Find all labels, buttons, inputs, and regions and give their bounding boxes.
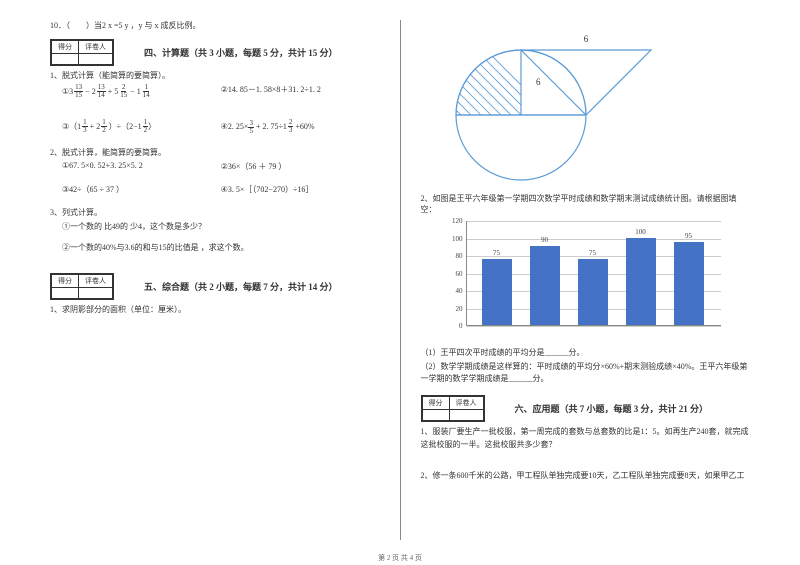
s4-q3: 3、列式计算。: [50, 207, 380, 218]
svg-text:6: 6: [583, 34, 588, 44]
s4-q3-b: ②一个数的40%与3.6的和与15的比值是 ，求这个数。: [62, 242, 380, 253]
s4-q2-d: ④3. 5×［（702−270）÷16］: [221, 184, 380, 195]
s4-q1-a: ①31315 − 21314 + 5215 − 1114: [62, 84, 221, 99]
s6-q1: 1、服装厂要生产一批校服，第一周完成的套数与总套数的比是1：5。如再生产240套…: [421, 426, 751, 452]
s5-q2-a: （1）王平四次平时成绩的平均分是______分。: [421, 347, 751, 358]
geometry-diagram: 6 6: [421, 20, 751, 185]
s4-q1-d: ④2. 25×35 + 2. 75÷123 +60%: [221, 119, 380, 135]
score-box: 得分评卷人: [50, 39, 114, 66]
s4-q1-c: ③（113 + 212 ）÷（2−112）: [62, 119, 221, 135]
svg-text:6: 6: [536, 77, 541, 87]
section-5-title: 五、综合题（共 2 小题，每题 7 分，共计 14 分）: [144, 280, 338, 293]
s5-q1: 1、求阴影部分的面积（单位：厘米）。: [50, 304, 380, 315]
s4-q2: 2、脱式计算，能简算的要简算。: [50, 147, 380, 158]
section-6-title: 六、应用题（共 7 小题，每题 3 分，共计 21 分）: [515, 402, 709, 415]
bar: 100: [626, 238, 656, 326]
s4-q2-c: ③42÷（65 ÷ 37 ）: [62, 184, 221, 195]
s4-q1: 1、脱式计算（能简算的要简算）。: [50, 70, 380, 81]
s4-q3-a: ①一个数的 比49的 少4，这个数是多少？: [62, 221, 380, 232]
score-label: 得分: [52, 41, 79, 54]
s5-q2: 2、如图是王平六年级第一学期四次数学平时成绩和数学期末测试成绩统计图。请根据图填…: [421, 193, 751, 215]
s4-q1-b: ②14. 85－1. 58×8＋31. 2÷1. 2: [221, 84, 380, 99]
bar: 95: [674, 242, 704, 325]
s6-q2: 2、修一条600千米的公路，甲工程队单独完成要10天，乙工程队单独完成要8天，如…: [421, 470, 751, 483]
bar: 75: [482, 259, 512, 325]
score-box-5: 得分评卷人: [50, 273, 114, 300]
s5-q2-b: （2）数学学期成绩是这样算的：平时成绩的平均分×60%+期末测验成绩×40%。王…: [421, 361, 751, 385]
question-10: 10．（ ）当2 x =5 y ，y 与 x 成反比例。: [50, 20, 380, 31]
section-4-title: 四、计算题（共 3 小题，每题 5 分，共计 15 分）: [144, 46, 338, 59]
bar: 75: [578, 259, 608, 325]
score-box-6: 得分评卷人: [421, 395, 485, 422]
bar: 90: [530, 246, 560, 325]
bar-chart: 02040608010012075907510095: [441, 221, 721, 341]
page-footer: 第 2 页 共 4 页: [0, 553, 800, 563]
s4-q2-a: ①67. 5×0. 52+3. 25×5. 2: [62, 161, 221, 172]
grader-label: 评卷人: [79, 41, 113, 54]
s4-q2-b: ②36×（56 ＋ 79 ）: [221, 161, 380, 172]
